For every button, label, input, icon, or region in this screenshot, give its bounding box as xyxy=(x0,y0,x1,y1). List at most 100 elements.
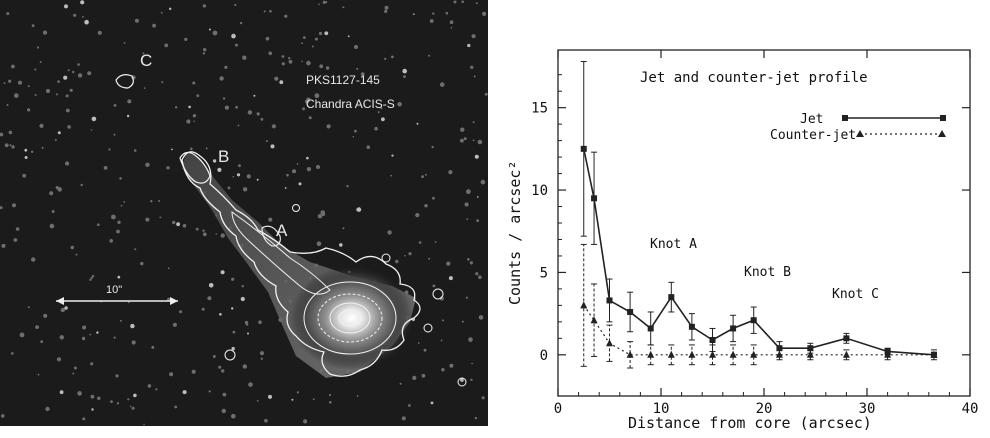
data-point xyxy=(667,350,675,358)
photon-speck xyxy=(268,217,273,222)
photon-speck xyxy=(246,174,251,179)
photon-speck xyxy=(461,320,464,323)
chart-title: Jet and counter-jet profile xyxy=(640,70,868,86)
photon-speck xyxy=(196,94,200,97)
photon-speck xyxy=(308,116,312,120)
photon-speck xyxy=(241,285,244,288)
photon-speck xyxy=(97,223,100,226)
photon-speck xyxy=(242,55,247,60)
photon-speck xyxy=(17,80,23,85)
photon-speck xyxy=(234,43,238,47)
photon-speck xyxy=(145,217,150,222)
photon-speck xyxy=(188,105,191,109)
photon-speck xyxy=(281,62,285,66)
photon-speck xyxy=(11,203,17,208)
data-point xyxy=(775,350,783,358)
photon-speck xyxy=(208,28,211,31)
photon-speck xyxy=(80,183,83,187)
knot-a-label: A xyxy=(276,221,288,240)
photon-speck xyxy=(301,60,303,63)
x-axis: 0 10 20 30 40 xyxy=(554,50,979,417)
jet-inner-contour xyxy=(231,211,331,295)
legend-label-counter-jet: Counter-jet xyxy=(770,128,856,143)
photon-speck xyxy=(65,108,70,113)
photon-speck xyxy=(119,177,122,180)
photon-speck xyxy=(9,144,12,147)
photon-speck xyxy=(284,187,287,189)
photon-speck xyxy=(134,248,137,251)
data-point xyxy=(627,308,634,315)
photon-speck xyxy=(240,296,245,302)
photon-speck xyxy=(77,73,83,78)
photon-speck xyxy=(384,5,389,10)
photon-speck xyxy=(460,127,465,132)
photon-speck xyxy=(97,396,101,400)
photon-speck xyxy=(84,19,89,25)
photon-speck xyxy=(481,396,485,400)
photon-speck xyxy=(292,169,296,174)
photon-speck xyxy=(342,227,345,230)
photon-speck xyxy=(31,257,36,262)
photon-speck xyxy=(404,254,406,257)
data-point xyxy=(806,350,814,358)
photon-speck xyxy=(212,30,218,36)
photon-speck xyxy=(40,340,44,343)
photon-speck xyxy=(415,213,420,218)
photon-speck xyxy=(116,229,120,234)
photon-speck xyxy=(480,179,486,185)
data-point xyxy=(842,350,850,358)
legend: Jet Counter-jet xyxy=(770,112,946,143)
photon-speck xyxy=(45,406,50,412)
photon-speck xyxy=(56,357,62,362)
photon-speck xyxy=(421,175,424,179)
photon-speck xyxy=(36,46,40,49)
photon-speck xyxy=(167,267,170,270)
x-tick-label: 20 xyxy=(756,401,773,417)
knot-c-contour xyxy=(115,74,134,89)
photon-speck xyxy=(202,232,207,237)
photon-speck xyxy=(67,69,70,72)
photon-speck xyxy=(208,390,211,393)
photon-speck xyxy=(298,182,302,186)
photon-speck xyxy=(296,163,299,165)
photon-speck xyxy=(478,315,484,320)
photon-speck xyxy=(51,210,55,213)
photon-speck xyxy=(418,241,422,244)
photon-speck xyxy=(13,238,18,242)
speck-contour xyxy=(457,377,467,387)
photon-speck xyxy=(171,148,173,151)
photon-speck xyxy=(431,145,434,149)
photon-speck xyxy=(43,313,48,318)
data-point xyxy=(776,345,783,352)
data-point xyxy=(709,336,716,343)
photon-speck xyxy=(470,378,473,381)
photon-speck xyxy=(82,16,84,18)
photon-speck xyxy=(347,35,350,38)
photon-speck xyxy=(328,393,332,397)
photon-speck xyxy=(356,67,359,70)
data-point xyxy=(668,294,675,301)
data-point xyxy=(750,350,758,358)
core-glow xyxy=(290,266,414,370)
photon-speck xyxy=(274,76,279,81)
photon-speck xyxy=(314,37,318,41)
photon-speck xyxy=(129,405,132,408)
photon-speck xyxy=(445,11,449,15)
series-line xyxy=(583,305,934,356)
photon-speck xyxy=(195,227,199,231)
annotation-knot-a: Knot A xyxy=(650,237,697,252)
photon-speck xyxy=(242,364,247,369)
photon-speck xyxy=(49,223,55,229)
photon-speck xyxy=(432,284,436,288)
photon-speck xyxy=(174,106,178,109)
x-tick-label: 40 xyxy=(962,401,979,417)
photon-speck xyxy=(247,110,253,115)
data-point xyxy=(591,195,598,202)
data-point xyxy=(626,350,634,358)
photon-speck xyxy=(354,45,358,49)
photon-speck xyxy=(377,111,380,114)
photon-speck xyxy=(268,394,272,399)
photon-speck xyxy=(27,85,30,88)
photon-speck xyxy=(70,245,75,250)
photon-speck xyxy=(461,0,465,4)
